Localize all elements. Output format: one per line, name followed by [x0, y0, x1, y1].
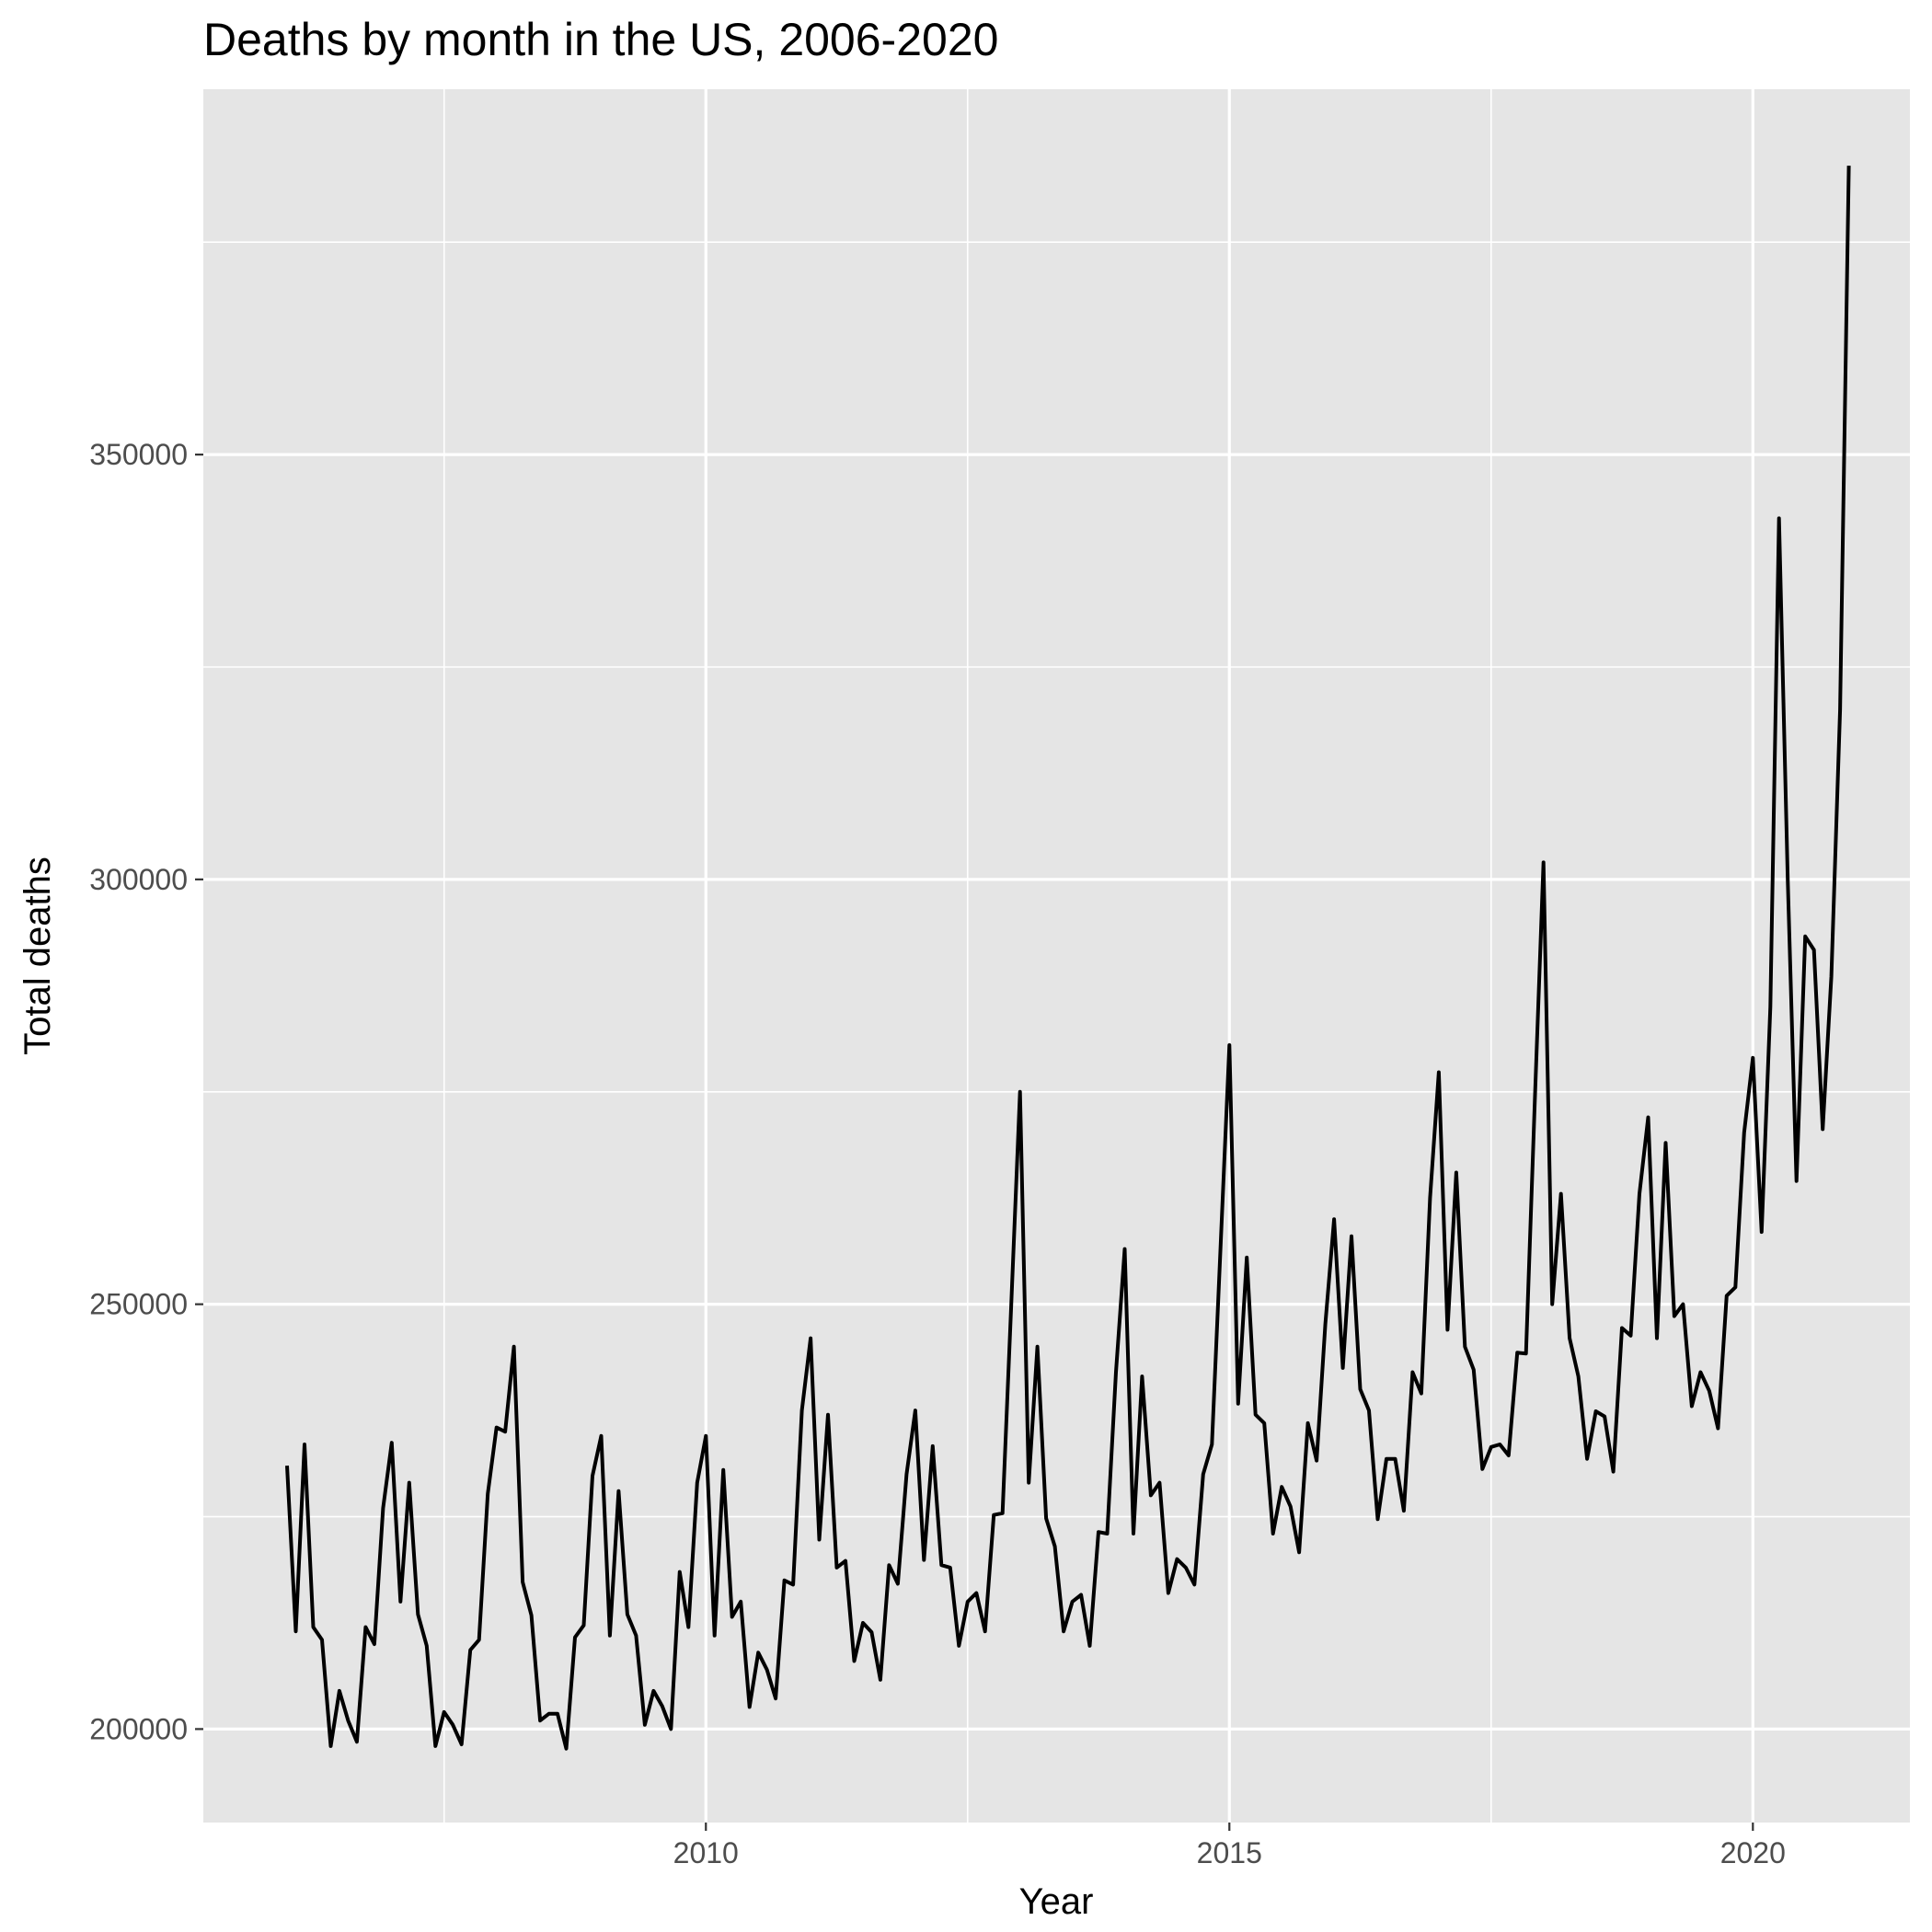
x-tick-label: 2015	[1197, 1836, 1262, 1869]
plot-panel	[203, 89, 1910, 1823]
gridlines	[203, 89, 1910, 1823]
y-tick-label: 300000	[89, 863, 188, 896]
x-axis-title: Year	[1019, 1881, 1094, 1922]
y-axis: 200000 250000 300000 350000	[89, 438, 203, 1745]
series-line-0	[285, 166, 1851, 1751]
x-tick-label: 2010	[673, 1836, 739, 1869]
y-tick-label: 200000	[89, 1712, 188, 1745]
y-tick-label: 250000	[89, 1288, 188, 1321]
series-layer	[285, 166, 1851, 1751]
x-axis: 2010 2015 2020	[673, 1823, 1786, 1869]
y-axis-title: Total deaths	[17, 857, 58, 1055]
y-tick-label: 350000	[89, 438, 188, 471]
x-tick-label: 2020	[1720, 1836, 1786, 1869]
chart-title: Deaths by month in the US, 2006-2020	[203, 14, 998, 65]
